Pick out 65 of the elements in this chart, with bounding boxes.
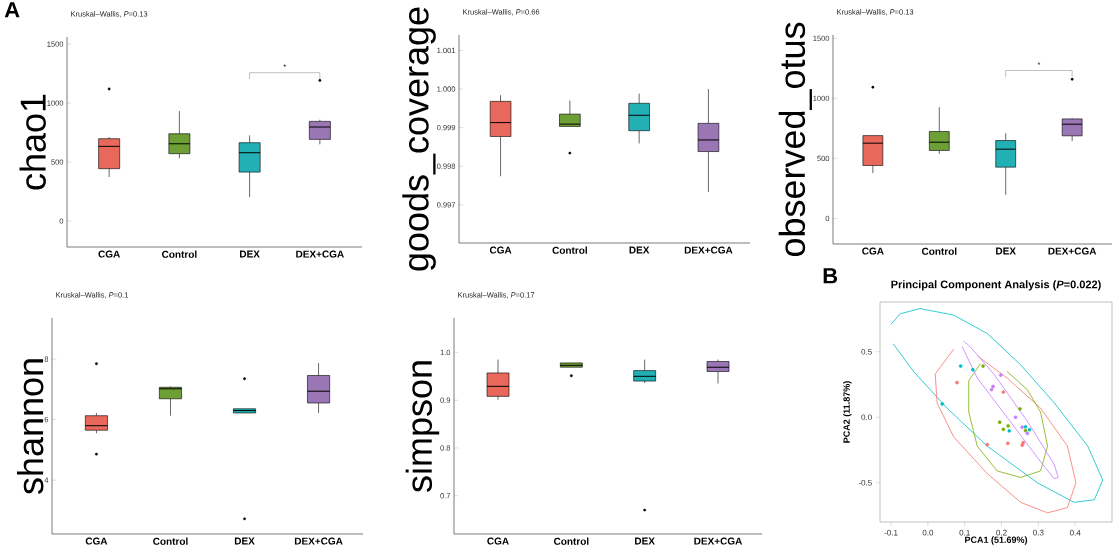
point xyxy=(1001,427,1006,432)
y-tick-label: 0.5 xyxy=(861,348,872,355)
point xyxy=(1006,424,1010,428)
chart-title: Principal Component Analysis (P=0.022) xyxy=(891,280,1101,291)
y-tick-label: -0.5 xyxy=(858,479,872,486)
line-series xyxy=(968,363,1048,478)
line-series xyxy=(934,348,1077,514)
point xyxy=(981,364,985,368)
point xyxy=(998,373,1003,377)
line-series xyxy=(961,340,1059,480)
point xyxy=(1018,407,1022,411)
text: A xyxy=(4,2,20,18)
point xyxy=(940,402,945,406)
point xyxy=(1023,425,1028,429)
x-tick-label: 0.4 xyxy=(1069,529,1081,536)
point xyxy=(955,380,959,385)
x-tick-label: DEX+CGA xyxy=(1048,247,1097,255)
y-tick-label: 0.0 xyxy=(861,414,872,421)
point xyxy=(985,442,989,447)
x-tick-label: CGA xyxy=(489,246,512,254)
point xyxy=(958,364,963,368)
x-tick-label: Control xyxy=(553,537,589,545)
point xyxy=(1005,441,1010,446)
x-tick-label: 0.2 xyxy=(996,529,1007,536)
point xyxy=(971,367,975,372)
y-axis-title: chao1 xyxy=(19,94,46,190)
point xyxy=(1020,425,1024,429)
x-tick-label: Control xyxy=(162,250,197,258)
y-axis-title: observed_otus xyxy=(778,22,812,257)
x-tick-label: CGA xyxy=(487,537,509,545)
x-tick-label: DEX xyxy=(629,246,650,254)
x-tick-label: DEX+CGA xyxy=(694,537,743,545)
point xyxy=(991,384,995,389)
x-tick-label: 0.3 xyxy=(1033,529,1044,536)
y-axis-title: simpson xyxy=(405,361,440,493)
x-tick-label: 0.0 xyxy=(922,529,934,536)
x-tick-label: DEX xyxy=(240,250,260,258)
x-tick-label: CGA xyxy=(85,537,108,545)
x-tick-label: DEX+CGA xyxy=(296,250,344,258)
point xyxy=(1007,429,1012,433)
x-tick-label: DEX xyxy=(996,247,1016,255)
x-tick-label: Control xyxy=(153,537,188,545)
x-tick-label: DEX+CGA xyxy=(684,246,733,254)
point xyxy=(1021,440,1026,445)
x-tick-label: Control xyxy=(921,247,957,255)
x-axis-title: PCA1 (51.69%) xyxy=(965,536,1028,545)
y-axis-title: goods_coverage xyxy=(402,7,436,271)
x-tick-label: Control xyxy=(552,246,587,254)
point xyxy=(1020,443,1024,447)
x-tick-label: DEX xyxy=(635,537,655,545)
point xyxy=(997,420,1002,425)
point xyxy=(1027,427,1032,432)
text: B xyxy=(823,268,838,284)
x-tick-label: DEX+CGA xyxy=(294,537,343,545)
point xyxy=(1001,390,1006,394)
x-tick-label: -0.1 xyxy=(884,529,898,536)
x-tick-label: CGA xyxy=(862,247,884,255)
point xyxy=(989,387,994,392)
x-tick-label: CGA xyxy=(98,250,120,258)
point xyxy=(1013,415,1018,420)
y-axis-title: PCA2 (11.87%) xyxy=(843,381,852,443)
y-axis-title: shannon xyxy=(17,359,44,495)
line-series xyxy=(890,308,1104,503)
x-tick-label: 0.1 xyxy=(959,529,970,536)
x-tick-label: DEX xyxy=(234,537,255,545)
